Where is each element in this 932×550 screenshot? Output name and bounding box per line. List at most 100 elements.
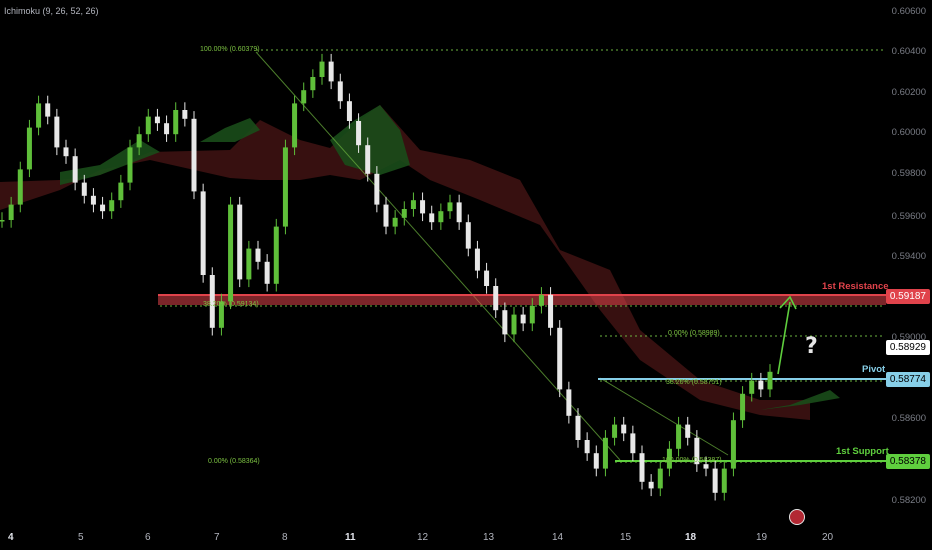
candle-body [218, 301, 224, 328]
time-axis-tick: 20 [822, 532, 834, 543]
candle-body [740, 393, 746, 421]
price-axis-tick: 0.59800 [891, 168, 926, 179]
resistance-price-tag[interactable]: 0.59187 [885, 289, 930, 304]
candle-body [529, 305, 535, 324]
candle-body [538, 294, 544, 306]
time-axis-tick: 7 [214, 532, 220, 543]
candle-body [209, 275, 215, 328]
fib-label-top: 100.00% (0.60379) [200, 46, 260, 53]
candle-body [584, 440, 590, 454]
candle-body [639, 453, 645, 482]
candle-body [511, 314, 517, 335]
candle-body [365, 145, 371, 174]
candle-body [246, 248, 252, 280]
price-axis-tick: 0.59000 [891, 332, 926, 343]
fib-label-382: 38.20% (0.59134) [203, 301, 259, 308]
candle-body [109, 200, 115, 212]
candle-body [383, 204, 389, 227]
candle-body [648, 481, 654, 489]
fib-label-right-382: 38.20% (0.58751) [666, 379, 722, 386]
candle-body [118, 182, 124, 201]
cloud-bull-4 [760, 390, 840, 410]
candle-body [548, 294, 554, 328]
candle-body [301, 90, 307, 104]
candle-body [310, 77, 316, 91]
candle-body [292, 103, 298, 148]
candle-body [767, 371, 773, 390]
candle-body [0, 220, 5, 222]
candle-body [63, 147, 69, 157]
candle-body [621, 424, 627, 434]
candle-body [593, 453, 599, 469]
cloud-bull-1 [60, 140, 160, 185]
support-label: 1st Support [836, 446, 889, 457]
price-axis-tick: 0.58600 [891, 413, 926, 424]
indicator-label[interactable]: Ichimoku (9, 26, 52, 26) [4, 6, 99, 16]
candle-body [72, 156, 78, 183]
candle-body [127, 147, 133, 183]
candle-body [154, 116, 160, 124]
fib-trendline [599, 377, 729, 456]
candle-body [657, 468, 663, 489]
candle-body [557, 327, 563, 390]
ichimoku-cloud [0, 105, 840, 420]
candle-body [45, 103, 51, 117]
projection-arrow-head [779, 295, 797, 310]
candle-body [17, 169, 23, 205]
time-axis-tick: 19 [756, 532, 768, 543]
candle-body [200, 191, 206, 275]
candle-body [264, 261, 270, 284]
fib-label-bottom: 0.00% (0.58364) [208, 458, 260, 465]
candle-body [730, 420, 736, 469]
candle-body [81, 182, 87, 196]
fib-label-right-top: 0.00% (0.58989) [668, 330, 720, 337]
current-price-tag[interactable]: 0.58929 [885, 340, 930, 355]
candle-body [191, 118, 197, 192]
time-axis-tick: 12 [417, 532, 429, 543]
candle-body [273, 226, 279, 284]
drawings [777, 295, 797, 375]
candle-body [456, 202, 462, 223]
candle-body [237, 204, 243, 280]
candle-body [575, 415, 581, 440]
time-axis-tick: 11 [345, 532, 356, 543]
resistance-label: 1st Resistance [822, 281, 889, 292]
pivot-label: Pivot [862, 364, 886, 375]
price-axis-tick: 0.60400 [891, 46, 926, 57]
candle-body [26, 127, 32, 170]
candle-body [100, 204, 106, 212]
candle-body [566, 389, 572, 416]
candle-body [721, 468, 727, 493]
candle-body [282, 147, 288, 227]
time-axis-tick: 4 [8, 532, 14, 543]
candle-body [164, 123, 170, 135]
candle-body [484, 270, 490, 286]
candle-body [410, 200, 416, 209]
candle-body [255, 248, 261, 262]
time-axis-tick: 13 [483, 532, 495, 543]
projection-arrow [777, 301, 791, 375]
time-axis-tick: 8 [282, 532, 288, 543]
economic-event-icon[interactable] [789, 509, 805, 525]
candle-body [612, 424, 618, 438]
candle-body [337, 81, 343, 102]
candle-body [392, 217, 398, 227]
candle-body [319, 61, 325, 77]
candle-body [346, 101, 352, 121]
pivot-price-tag[interactable]: 0.58774 [885, 372, 930, 387]
candle-body [602, 437, 608, 469]
price-axis-tick: 0.60000 [891, 127, 926, 138]
candle-body [493, 286, 499, 311]
time-axis-tick: 5 [78, 532, 84, 543]
candle-body [758, 380, 764, 390]
price-axis-tick: 0.59400 [891, 251, 926, 262]
time-axis-tick: 18 [685, 532, 697, 543]
support-price-tag[interactable]: 0.58378 [885, 454, 930, 469]
resistance-zone [158, 294, 886, 305]
candle-body [136, 134, 142, 148]
question-mark-annotation: ? [805, 334, 818, 359]
candle-body [374, 173, 380, 205]
candle-body [465, 222, 471, 249]
candle-body [474, 248, 480, 271]
